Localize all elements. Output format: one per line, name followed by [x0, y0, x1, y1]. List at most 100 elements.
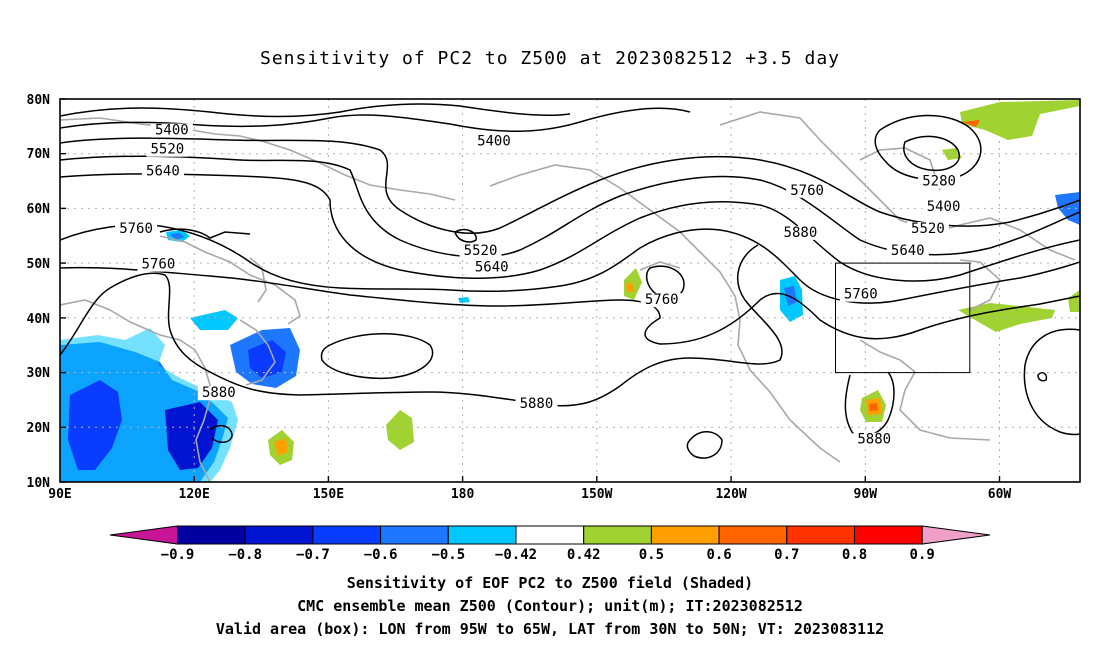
colorbar-above-triangle [921, 525, 991, 545]
negative-blob-siberia-core [170, 233, 184, 240]
colorbar-labels: −0.9 −0.8 −0.7 −0.6 −0.5 −0.42 0.42 0.5 … [161, 547, 935, 563]
colorbar-bin [244, 525, 314, 545]
negative-blob-atlantic [1055, 192, 1080, 225]
colorbar-label: −0.8 [228, 547, 262, 563]
colorbar-bin [380, 525, 449, 545]
contour-label-bg [786, 183, 829, 198]
colorbar-label: 0.5 [639, 547, 664, 563]
contour-label-bg [146, 142, 189, 157]
lon-axis-labels: 90E 120E 150E 180 150W 120W 90W 60W [48, 487, 1011, 502]
lon-label: 150W [581, 487, 612, 502]
colorbar-bin [515, 525, 585, 545]
contour-line [686, 431, 723, 459]
contour-label: 5520 [151, 142, 185, 158]
contour-label: 5520 [911, 221, 945, 237]
contour-line [60, 103, 571, 118]
contour-line [903, 135, 961, 172]
contour-line [1023, 328, 1080, 436]
lon-label: 120E [179, 487, 210, 502]
lon-label: 150E [313, 487, 344, 502]
colorbar-label: −0.6 [364, 547, 398, 563]
lat-label: 60N [27, 202, 51, 217]
colorbar-bin [786, 525, 855, 545]
contour-line [60, 137, 1080, 234]
contour-line [60, 266, 1080, 345]
lat-label: 30N [27, 366, 51, 381]
contour-line [209, 425, 233, 443]
lat-label: 10N [27, 476, 51, 491]
lon-label: 180 [451, 487, 475, 502]
contour-label-bg [472, 134, 515, 149]
contour-label-bg [197, 386, 240, 401]
colorbar-label: 0.7 [774, 547, 799, 563]
contour-line [60, 224, 1080, 304]
colorbar-label: −0.7 [296, 547, 330, 563]
contour-line [159, 228, 251, 239]
lat-label: 50N [27, 257, 51, 272]
footer-line-shading: Sensitivity of EOF PC2 to Z500 field (Sh… [346, 574, 754, 592]
contour-label-bg [853, 432, 896, 447]
lat-label: 20N [27, 421, 51, 436]
colorbar-bin [312, 525, 382, 545]
contour-label: 5880 [520, 396, 554, 412]
contour-label: 5760 [790, 183, 824, 199]
lat-label: 40N [27, 312, 51, 327]
positive-sensitivity-shading [268, 100, 1080, 465]
contour-label-bg [515, 397, 558, 412]
contour-label-bg [141, 164, 184, 179]
contour-label-bg [640, 293, 683, 308]
negative-core-japan [248, 340, 286, 378]
contour-line [1037, 372, 1048, 382]
footer-line-valid-area: Valid area (box): LON from 95W to 65W, L… [215, 620, 885, 638]
negative-sensitivity-shading [60, 192, 1080, 482]
contour-label-bg [906, 222, 949, 237]
valid-area-box [835, 262, 971, 374]
contour-label-bg [150, 123, 193, 138]
contour-label-bg [839, 287, 882, 302]
lat-label: 70N [27, 147, 51, 162]
contour-label: 5760 [142, 257, 176, 273]
lat-label: 80N [27, 93, 51, 108]
lon-label: 90E [48, 487, 71, 502]
colorbar-bin [718, 525, 788, 545]
positive-core-greenland [962, 120, 980, 127]
contour-label: 5760 [119, 221, 153, 237]
colorbar-bin [854, 525, 923, 545]
contour-label: 5640 [475, 259, 509, 275]
contour-label: 5640 [891, 243, 925, 259]
colorbar-below-triangle [109, 525, 178, 545]
negative-region-korea-strip [190, 310, 238, 330]
colorbar-bin [650, 525, 720, 545]
contour-label-bg [918, 174, 961, 189]
positive-core-gulf-inner [869, 403, 878, 411]
contour-label: 5400 [155, 123, 189, 139]
positive-core-philippine-sea [274, 438, 288, 456]
contour-label-bg [115, 222, 158, 237]
positive-region-greenland [960, 100, 1080, 140]
lon-label: 60W [988, 487, 1012, 502]
footer-line-contour: CMC ensemble mean Z500 (Contour); unit(m… [297, 597, 803, 615]
colorbar-label: −0.5 [431, 547, 465, 563]
colorbar-bin [177, 525, 246, 545]
colorbar-label: 0.8 [842, 547, 867, 563]
contour-label: 5280 [922, 173, 956, 189]
contour-label-bg [459, 243, 502, 258]
colorbar-label: −0.42 [495, 547, 537, 563]
colorbar-label: 0.6 [706, 547, 731, 563]
contour-label: 5760 [645, 292, 679, 308]
positive-blob-labrador [942, 148, 962, 160]
contour-label: 5520 [464, 243, 498, 259]
contour-label: 5400 [927, 199, 961, 215]
contour-label-bg [137, 257, 180, 272]
contour-label: 5640 [146, 164, 180, 180]
contour-label: 5880 [202, 385, 236, 401]
contour-label-bg [779, 225, 822, 240]
lon-label: 90W [854, 487, 878, 502]
positive-blob-atlantic-edge [1068, 290, 1080, 312]
positive-core-pacific-east [626, 282, 634, 292]
axis-ticks [60, 98, 1001, 483]
negative-core-1 [68, 380, 122, 470]
contour-line [320, 333, 434, 380]
